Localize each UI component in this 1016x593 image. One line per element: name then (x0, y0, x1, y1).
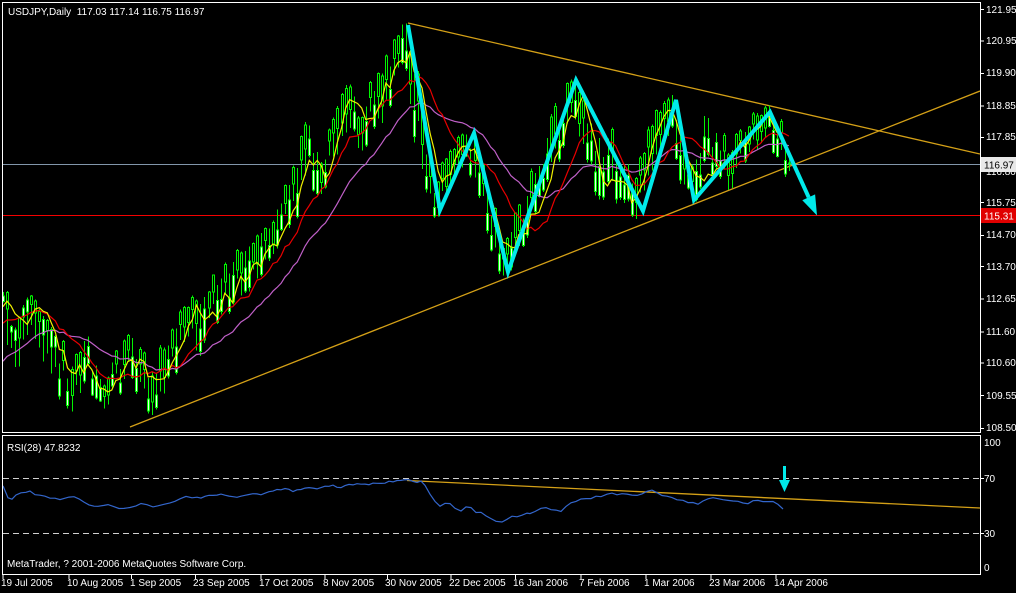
svg-text:116.97: 116.97 (984, 161, 1014, 172)
svg-text:111.60: 111.60 (986, 327, 1016, 338)
svg-text:30 Nov 2005: 30 Nov 2005 (385, 578, 442, 588)
svg-text:23 Mar 2006: 23 Mar 2006 (709, 578, 766, 588)
svg-text:14 Apr 2006: 14 Apr 2006 (774, 578, 828, 588)
svg-text:109.55: 109.55 (986, 391, 1016, 402)
svg-text:16 Jan 2006: 16 Jan 2006 (513, 578, 568, 588)
svg-text:116.80: 116.80 (986, 167, 1016, 178)
svg-text:110.60: 110.60 (986, 358, 1016, 369)
svg-text:108.50: 108.50 (986, 423, 1016, 434)
svg-text:112.65: 112.65 (986, 294, 1016, 305)
svg-text:10 Aug 2005: 10 Aug 2005 (67, 578, 124, 588)
svg-text:19 Jul 2005: 19 Jul 2005 (1, 578, 53, 588)
svg-text:8 Nov 2005: 8 Nov 2005 (323, 578, 375, 588)
svg-text:30: 30 (984, 529, 996, 540)
svg-text:115.31: 115.31 (984, 212, 1014, 223)
svg-text:7 Feb 2006: 7 Feb 2006 (579, 578, 630, 588)
svg-text:MetaTrader, ? 2001-2006 MetaQu: MetaTrader, ? 2001-2006 MetaQuotes Softw… (7, 559, 246, 570)
svg-text:23 Sep 2005: 23 Sep 2005 (193, 578, 250, 588)
svg-text:113.70: 113.70 (986, 262, 1016, 273)
svg-text:115.75: 115.75 (986, 198, 1016, 209)
svg-text:1 Sep 2005: 1 Sep 2005 (130, 578, 182, 588)
svg-text:119.90: 119.90 (986, 68, 1016, 79)
svg-text:117.85: 117.85 (986, 132, 1016, 143)
svg-text:USDJPY,Daily 117.03 117.14 11: USDJPY,Daily 117.03 117.14 116.75 116.97 (8, 7, 205, 18)
svg-text:RSI(28) 47.8232: RSI(28) 47.8232 (7, 443, 81, 454)
svg-text:100: 100 (984, 438, 1001, 449)
svg-text:1 Mar 2006: 1 Mar 2006 (644, 578, 695, 588)
svg-text:17 Oct 2005: 17 Oct 2005 (259, 578, 314, 588)
svg-text:121.95: 121.95 (986, 5, 1016, 16)
svg-text:0: 0 (984, 563, 990, 574)
svg-text:118.85: 118.85 (986, 101, 1016, 112)
svg-text:114.70: 114.70 (986, 230, 1016, 241)
svg-text:22 Dec 2005: 22 Dec 2005 (449, 578, 506, 588)
svg-text:120.95: 120.95 (986, 36, 1016, 47)
svg-text:70: 70 (984, 474, 996, 485)
